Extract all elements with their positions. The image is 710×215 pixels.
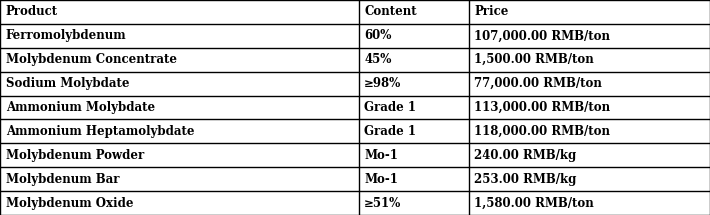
Bar (469, 191, 710, 215)
Text: 118,000.00 RMB/ton: 118,000.00 RMB/ton (474, 125, 611, 138)
Text: Ammonium Molybdate: Ammonium Molybdate (6, 101, 155, 114)
Text: Molybdenum Oxide: Molybdenum Oxide (6, 197, 133, 210)
Text: 107,000.00 RMB/ton: 107,000.00 RMB/ton (474, 29, 611, 42)
Text: Molybdenum Bar: Molybdenum Bar (6, 173, 119, 186)
Bar (359, 48, 469, 72)
Text: 1,500.00 RMB/ton: 1,500.00 RMB/ton (474, 53, 594, 66)
Bar (0, 95, 359, 120)
Bar (469, 0, 710, 24)
Text: 77,000.00 RMB/ton: 77,000.00 RMB/ton (474, 77, 602, 90)
Text: ≥98%: ≥98% (364, 77, 401, 90)
Text: Content: Content (364, 5, 417, 18)
Text: 253.00 RMB/kg: 253.00 RMB/kg (474, 173, 577, 186)
Text: Ferromolybdenum: Ferromolybdenum (6, 29, 126, 42)
Bar (359, 24, 469, 48)
Bar (0, 48, 359, 72)
Bar (359, 95, 469, 120)
Bar (359, 72, 469, 95)
Text: Grade 1: Grade 1 (364, 125, 416, 138)
Text: 1,580.00 RMB/ton: 1,580.00 RMB/ton (474, 197, 594, 210)
Text: 60%: 60% (364, 29, 392, 42)
Bar (469, 120, 710, 143)
Text: Mo-1: Mo-1 (364, 149, 398, 162)
Text: Molybdenum Powder: Molybdenum Powder (6, 149, 144, 162)
Text: ≥51%: ≥51% (364, 197, 401, 210)
Bar (0, 0, 359, 24)
Bar (359, 120, 469, 143)
Bar (0, 143, 359, 167)
Text: Sodium Molybdate: Sodium Molybdate (6, 77, 129, 90)
Bar (0, 167, 359, 191)
Bar (359, 0, 469, 24)
Bar (0, 72, 359, 95)
Text: Price: Price (474, 5, 508, 18)
Bar (359, 167, 469, 191)
Bar (0, 120, 359, 143)
Bar (469, 143, 710, 167)
Bar (469, 95, 710, 120)
Text: 113,000.00 RMB/ton: 113,000.00 RMB/ton (474, 101, 611, 114)
Bar (359, 143, 469, 167)
Bar (359, 191, 469, 215)
Bar (0, 191, 359, 215)
Text: Molybdenum Concentrate: Molybdenum Concentrate (6, 53, 177, 66)
Text: Grade 1: Grade 1 (364, 101, 416, 114)
Bar (469, 48, 710, 72)
Text: 45%: 45% (364, 53, 392, 66)
Bar (469, 24, 710, 48)
Bar (469, 72, 710, 95)
Text: 240.00 RMB/kg: 240.00 RMB/kg (474, 149, 577, 162)
Text: Mo-1: Mo-1 (364, 173, 398, 186)
Bar (0, 24, 359, 48)
Bar (469, 167, 710, 191)
Text: Product: Product (6, 5, 58, 18)
Text: Ammonium Heptamolybdate: Ammonium Heptamolybdate (6, 125, 194, 138)
